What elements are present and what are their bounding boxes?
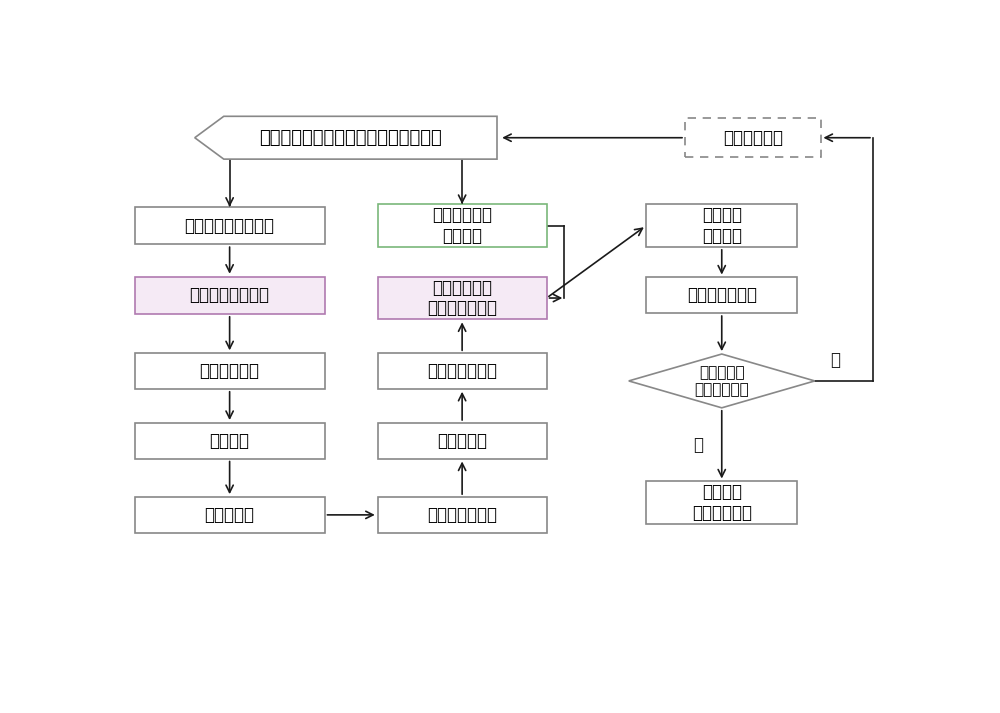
FancyBboxPatch shape: [646, 277, 797, 313]
Text: 温度场计算: 温度场计算: [205, 506, 255, 524]
FancyBboxPatch shape: [135, 277, 325, 314]
Text: 更新天线参数: 更新天线参数: [723, 129, 783, 147]
FancyBboxPatch shape: [378, 497, 547, 533]
FancyBboxPatch shape: [646, 204, 797, 247]
Text: 加载温度场载荷: 加载温度场载荷: [427, 506, 497, 524]
FancyBboxPatch shape: [685, 118, 821, 158]
Text: 热变形计算: 热变形计算: [437, 432, 487, 450]
Text: 输出热变形位移: 输出热变形位移: [427, 362, 497, 380]
Text: 近似计算天线
远区电场变化量: 近似计算天线 远区电场变化量: [427, 279, 497, 317]
FancyBboxPatch shape: [378, 423, 547, 458]
Text: 判断电性能
是否满足要求: 判断电性能 是否满足要求: [694, 365, 749, 397]
Text: 天线热有限元模型: 天线热有限元模型: [190, 287, 270, 304]
FancyBboxPatch shape: [646, 481, 797, 524]
FancyBboxPatch shape: [135, 353, 325, 389]
FancyBboxPatch shape: [135, 423, 325, 458]
Text: 计算天线
远区电场: 计算天线 远区电场: [702, 206, 742, 245]
Text: 输入天线几何参数、材料参数与电参数: 输入天线几何参数、材料参数与电参数: [259, 129, 442, 147]
FancyBboxPatch shape: [378, 277, 547, 319]
FancyBboxPatch shape: [135, 497, 325, 533]
Text: 否: 否: [830, 351, 840, 369]
Polygon shape: [629, 354, 815, 408]
Text: 输出天线电性能: 输出天线电性能: [687, 287, 757, 304]
Text: 选择轨道: 选择轨道: [210, 432, 250, 450]
Polygon shape: [195, 116, 497, 159]
Text: 设置边界条件: 设置边界条件: [200, 362, 260, 380]
Text: 天线结构有限元模型: 天线结构有限元模型: [185, 217, 275, 235]
Text: 计算理想天线
远区电场: 计算理想天线 远区电场: [432, 206, 492, 245]
Text: 是: 是: [694, 436, 704, 453]
FancyBboxPatch shape: [378, 353, 547, 389]
FancyBboxPatch shape: [378, 204, 547, 247]
FancyBboxPatch shape: [135, 207, 325, 245]
Text: 输出天线
结构设计方案: 输出天线 结构设计方案: [692, 483, 752, 522]
